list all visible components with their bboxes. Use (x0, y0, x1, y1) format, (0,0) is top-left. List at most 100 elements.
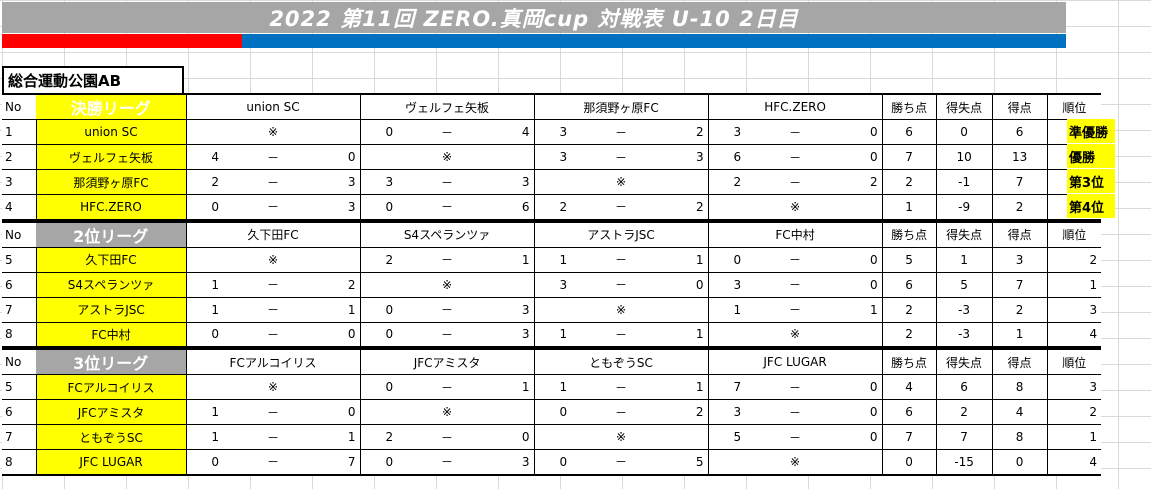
row-number[interactable]: 5 (2, 374, 36, 400)
score-dash[interactable]: － (244, 271, 302, 297)
score-for[interactable]: 1 (533, 321, 593, 348)
score-against[interactable]: 2 (650, 194, 709, 221)
score-dash[interactable]: － (592, 271, 651, 297)
team-name[interactable]: ともぞうSC (35, 424, 187, 450)
venue-label[interactable]: 総合運動公園AB (2, 66, 184, 93)
score-against[interactable]: 3 (302, 169, 361, 195)
row-number[interactable]: 8 (2, 449, 36, 476)
score-for[interactable]: 2 (707, 169, 767, 195)
header-goal-diff[interactable]: 得失点 (935, 220, 993, 247)
self-match-mark[interactable]: ※ (359, 399, 535, 425)
score-dash[interactable]: － (418, 169, 477, 195)
score-for[interactable]: 0 (359, 296, 419, 322)
rank-value[interactable]: 4 (1046, 449, 1102, 476)
score-for[interactable]: 3 (707, 399, 767, 425)
score-against[interactable]: 4 (476, 119, 535, 145)
score-dash[interactable]: － (418, 296, 477, 322)
score-dash[interactable]: － (766, 246, 825, 272)
goal-diff-value[interactable]: -3 (935, 321, 993, 348)
league-name[interactable]: 決勝リーグ (36, 93, 186, 120)
score-against[interactable]: 0 (302, 144, 361, 170)
team-name[interactable]: FCアルコイリス (35, 374, 187, 400)
score-for[interactable]: 3 (533, 119, 593, 145)
score-against[interactable]: 3 (650, 144, 709, 170)
score-dash[interactable]: － (766, 399, 825, 425)
score-against[interactable]: 1 (476, 374, 535, 400)
header-rank[interactable]: 順位 (1046, 93, 1102, 120)
goal-diff-value[interactable]: -9 (935, 194, 993, 221)
score-dash[interactable]: － (244, 144, 302, 170)
self-match-mark[interactable]: ※ (707, 321, 883, 348)
score-against[interactable]: 0 (824, 399, 883, 425)
header-goals[interactable]: 得点 (991, 348, 1048, 375)
goals-value[interactable]: 2 (991, 194, 1048, 221)
rank-value[interactable]: 2 (1046, 246, 1102, 272)
score-dash[interactable]: － (244, 194, 302, 221)
header-points[interactable]: 勝ち点 (881, 220, 937, 247)
points-value[interactable]: 2 (881, 321, 937, 348)
self-match-mark[interactable]: ※ (533, 424, 709, 450)
league-name[interactable]: 3位リーグ (36, 348, 186, 375)
score-for[interactable]: 3 (533, 144, 593, 170)
team-name[interactable]: S4スペランツァ (35, 271, 187, 297)
header-goals[interactable]: 得点 (991, 93, 1048, 120)
score-against[interactable]: 0 (824, 119, 883, 145)
score-dash[interactable]: － (418, 424, 477, 450)
rank-value[interactable]: 1 (1046, 424, 1102, 450)
score-against[interactable]: 0 (824, 374, 883, 400)
score-against[interactable]: 3 (476, 169, 535, 195)
score-against[interactable]: 1 (476, 246, 535, 272)
score-for[interactable]: 0 (185, 449, 244, 476)
score-against[interactable]: 1 (650, 246, 709, 272)
rank-value[interactable]: 1 (1046, 271, 1102, 297)
score-against[interactable]: 0 (824, 246, 883, 272)
goals-value[interactable]: 7 (991, 271, 1048, 297)
header-rank[interactable]: 順位 (1046, 220, 1102, 247)
header-goal-diff[interactable]: 得失点 (935, 93, 993, 120)
goal-diff-value[interactable]: 0 (935, 119, 993, 145)
goals-value[interactable]: 8 (991, 374, 1048, 400)
opponent-header[interactable]: S4スペランツァ (359, 220, 535, 247)
goal-diff-value[interactable]: 7 (935, 424, 993, 450)
opponent-header[interactable]: HFC.ZERO (707, 93, 883, 120)
header-goals[interactable]: 得点 (991, 220, 1048, 247)
score-for[interactable]: 0 (359, 194, 419, 221)
score-for[interactable]: 2 (533, 194, 593, 221)
opponent-header[interactable]: union SC (185, 93, 361, 120)
score-dash[interactable]: － (592, 374, 651, 400)
score-against[interactable]: 0 (302, 321, 361, 348)
score-for[interactable]: 0 (707, 246, 767, 272)
header-goal-diff[interactable]: 得失点 (935, 348, 993, 375)
points-value[interactable]: 7 (881, 144, 937, 170)
score-for[interactable]: 6 (707, 144, 767, 170)
goals-value[interactable]: 4 (991, 399, 1048, 425)
score-for[interactable]: 0 (359, 374, 419, 400)
goal-diff-value[interactable]: -1 (935, 169, 993, 195)
row-number[interactable]: 6 (2, 271, 36, 297)
points-value[interactable]: 2 (881, 296, 937, 322)
score-against[interactable]: 0 (824, 424, 883, 450)
opponent-header[interactable]: アストラJSC (533, 220, 709, 247)
row-number[interactable]: 3 (2, 169, 36, 195)
points-value[interactable]: 6 (881, 399, 937, 425)
row-number[interactable]: 2 (2, 144, 36, 170)
score-for[interactable]: 5 (707, 424, 767, 450)
score-against[interactable]: 1 (302, 296, 361, 322)
team-name[interactable]: JFCアミスタ (35, 399, 187, 425)
final-placing-label[interactable]: 第3位 (1067, 168, 1115, 193)
goals-value[interactable]: 0 (991, 449, 1048, 476)
score-for[interactable]: 0 (185, 194, 244, 221)
team-name[interactable]: HFC.ZERO (35, 194, 187, 221)
score-dash[interactable]: － (244, 321, 302, 348)
goal-diff-value[interactable]: 6 (935, 374, 993, 400)
score-against[interactable]: 5 (650, 449, 709, 476)
goals-value[interactable]: 13 (991, 144, 1048, 170)
score-for[interactable]: 1 (185, 424, 244, 450)
score-dash[interactable]: － (592, 321, 651, 348)
league-name[interactable]: 2位リーグ (36, 220, 186, 247)
header-no[interactable]: No (2, 93, 36, 120)
score-for[interactable]: 0 (533, 399, 593, 425)
points-value[interactable]: 2 (881, 169, 937, 195)
row-number[interactable]: 8 (2, 321, 36, 348)
points-value[interactable]: 5 (881, 246, 937, 272)
